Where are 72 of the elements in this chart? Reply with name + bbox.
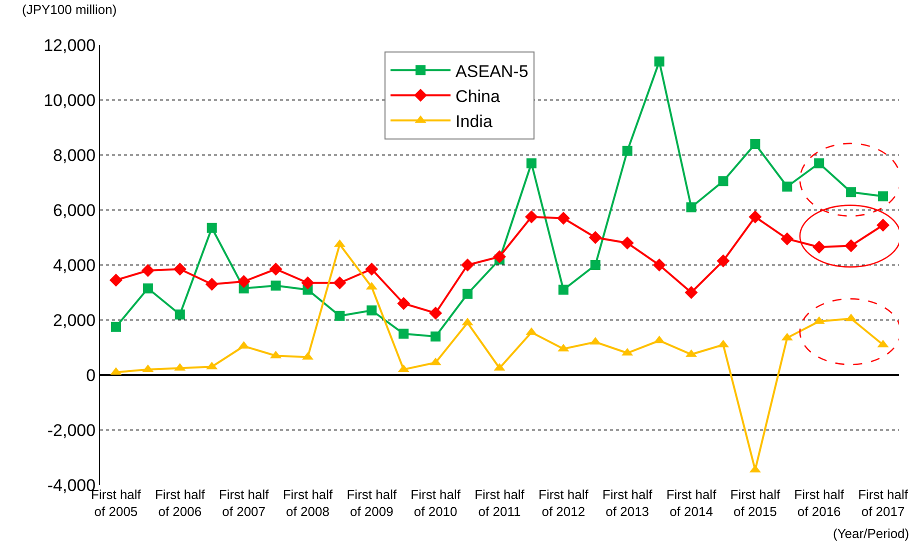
- point: [366, 305, 377, 316]
- point: [173, 262, 186, 276]
- point: [622, 146, 632, 156]
- y-tick-label: 10,000: [44, 90, 96, 110]
- point: [334, 310, 345, 321]
- point: [301, 276, 314, 290]
- point: [750, 139, 760, 149]
- point: [716, 254, 730, 268]
- point: [876, 218, 890, 232]
- point: [812, 240, 826, 254]
- point: [590, 260, 600, 270]
- y-tick-label: 4,000: [53, 256, 96, 275]
- legend-label: India: [456, 112, 493, 131]
- point: [397, 297, 410, 310]
- x-tick-label: First half of 2012: [538, 487, 589, 519]
- point: [109, 274, 122, 287]
- point: [430, 332, 441, 342]
- x-tick-label: First half of 2010: [410, 487, 461, 519]
- point: [878, 191, 888, 202]
- point: [686, 202, 696, 212]
- y-axis-title: (JPY100 million): [22, 2, 117, 17]
- point: [270, 280, 281, 291]
- x-tick-label: First half of 2014: [666, 487, 717, 519]
- point: [333, 276, 346, 290]
- point: [718, 176, 728, 186]
- x-tick-label: First half of 2009: [346, 487, 397, 519]
- y-tick-label: 6,000: [53, 200, 96, 220]
- point: [782, 182, 792, 192]
- point: [652, 258, 666, 272]
- point: [174, 310, 185, 320]
- point: [556, 212, 570, 225]
- legend-label: China: [456, 86, 501, 106]
- point: [748, 210, 762, 224]
- x-tick-label: First half of 2017: [858, 487, 908, 519]
- legend-label: ASEAN-5: [456, 62, 528, 81]
- y-tick-label: 12,000: [44, 36, 96, 55]
- y-tick-label: 8,000: [53, 146, 96, 165]
- point: [684, 286, 698, 299]
- x-axis-title: (Year/Period): [833, 526, 910, 541]
- x-tick-label: First half of 2011: [474, 487, 525, 519]
- point: [142, 283, 153, 294]
- point: [846, 187, 856, 198]
- point: [780, 232, 794, 246]
- point: [429, 306, 442, 320]
- x-tick-label: First half of 2016: [794, 487, 844, 519]
- y-tick-label: 2,000: [53, 310, 96, 330]
- x-tick-label: First half of 2015: [730, 487, 780, 519]
- point: [524, 210, 538, 224]
- point: [526, 158, 536, 168]
- x-tick-label: First half of 2013: [602, 487, 653, 519]
- x-tick-label: First half of 2006: [154, 487, 206, 519]
- point: [654, 56, 664, 66]
- point: [588, 231, 602, 244]
- point: [237, 275, 250, 288]
- x-tick-label: First half of 2007: [218, 487, 270, 519]
- point: [269, 262, 282, 276]
- point: [462, 288, 473, 299]
- point: [141, 264, 154, 277]
- point: [365, 262, 378, 276]
- point: [205, 278, 218, 291]
- point: [398, 328, 409, 339]
- x-tick-label: First half of 2008: [282, 487, 334, 519]
- y-tick-label: 0: [86, 366, 96, 385]
- point: [620, 236, 634, 250]
- point: [461, 258, 474, 272]
- point: [844, 239, 858, 252]
- point: [558, 284, 568, 295]
- point: [206, 222, 217, 233]
- point: [110, 322, 121, 332]
- point: [814, 158, 824, 168]
- point: [493, 250, 506, 264]
- y-tick-label: -2,000: [47, 420, 96, 440]
